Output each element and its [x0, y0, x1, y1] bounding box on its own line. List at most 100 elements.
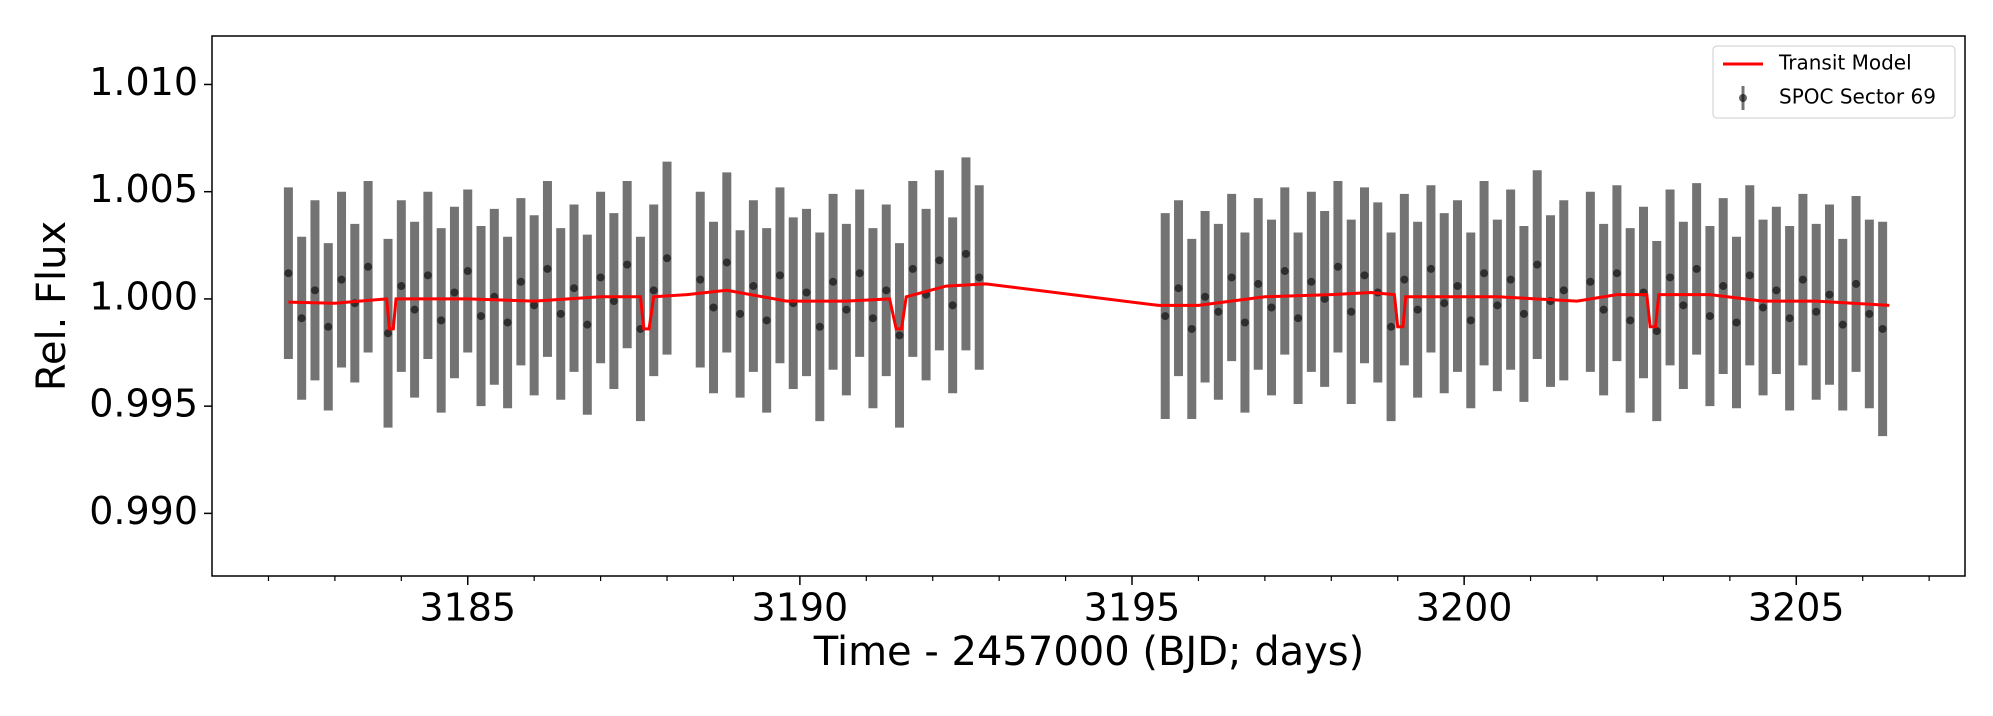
data-point — [556, 309, 565, 318]
data-point — [410, 305, 419, 314]
model-line — [288, 282, 1890, 331]
data-point — [1759, 303, 1768, 312]
data-point — [1732, 318, 1741, 327]
y-tick-label: 1.010 — [89, 60, 198, 104]
plot-frame — [211, 35, 1966, 577]
data-point — [1865, 309, 1874, 318]
data-point — [722, 258, 731, 267]
data-point — [1559, 286, 1568, 295]
data-point — [1453, 282, 1462, 291]
data-point — [1201, 292, 1210, 301]
data-point — [1838, 320, 1847, 329]
y-tick-label: 0.995 — [89, 382, 198, 426]
data-point — [284, 269, 293, 278]
data-point — [1772, 286, 1781, 295]
x-tick-label: 3195 — [1084, 586, 1181, 630]
data-point — [709, 303, 718, 312]
data-point — [1214, 307, 1223, 316]
data-point — [1480, 269, 1489, 278]
data-point — [583, 320, 592, 329]
data-point — [663, 254, 672, 263]
data-point — [815, 322, 824, 331]
x-axis-label: Time - 2457000 (BJD; days) — [813, 629, 1364, 675]
data-point — [1599, 305, 1608, 314]
data-point — [1652, 327, 1661, 336]
data-point — [975, 273, 984, 282]
data-point — [1387, 322, 1396, 331]
data-point — [297, 314, 306, 323]
x-tick-label: 3200 — [1416, 586, 1513, 630]
data-point — [1825, 290, 1834, 299]
legend-swatch — [1739, 94, 1747, 102]
data-point — [1400, 275, 1409, 284]
legend-box — [1712, 45, 1956, 119]
data-point — [868, 314, 877, 323]
data-point — [948, 301, 957, 310]
data-point — [1812, 307, 1821, 316]
data-point — [1440, 299, 1449, 308]
data-point — [337, 275, 346, 284]
data-point — [1174, 284, 1183, 293]
data-point — [623, 260, 632, 269]
data-point — [1798, 275, 1807, 284]
data-point — [908, 264, 917, 273]
data-point — [736, 309, 745, 318]
legend-label: SPOC Sector 69 — [1779, 85, 1936, 109]
data-point — [1533, 260, 1542, 269]
data-point — [530, 301, 539, 310]
data-point — [1852, 279, 1861, 288]
data-point — [1745, 271, 1754, 280]
data-point — [1719, 282, 1728, 291]
data-point — [895, 331, 904, 340]
y-tick-label: 1.005 — [89, 167, 198, 211]
data-point — [1506, 275, 1515, 284]
y-tick-label: 0.990 — [89, 489, 198, 533]
y-axis-label: Rel. Flux — [29, 221, 75, 391]
data-point — [1413, 305, 1422, 314]
data-point — [437, 316, 446, 325]
data-point — [1161, 312, 1170, 321]
data-point — [1294, 314, 1303, 323]
data-point — [762, 316, 771, 325]
data-point — [324, 322, 333, 331]
data-point — [1320, 294, 1329, 303]
data-point — [696, 275, 705, 284]
data-point — [423, 271, 432, 280]
x-tick-label: 3185 — [419, 586, 516, 630]
data-point — [1519, 309, 1528, 318]
data-point — [1267, 303, 1276, 312]
data-point — [1466, 316, 1475, 325]
data-point — [1586, 277, 1595, 286]
data-point — [1280, 267, 1289, 276]
data-point — [609, 297, 618, 306]
data-point — [310, 286, 319, 295]
x-tick-label: 3205 — [1748, 586, 1845, 630]
x-tick-label: 3190 — [752, 586, 849, 630]
data-point — [1493, 301, 1502, 310]
data-point — [961, 249, 970, 258]
data-point — [882, 286, 891, 295]
data-point — [1612, 269, 1621, 278]
data-point — [842, 305, 851, 314]
data-point — [1878, 324, 1887, 333]
data-point — [364, 262, 373, 271]
data-point — [1426, 264, 1435, 273]
data-point — [1227, 273, 1236, 282]
data-point — [477, 312, 486, 321]
data-point — [1187, 324, 1196, 333]
data-point — [1705, 312, 1714, 321]
data-point — [1666, 273, 1675, 282]
data-point — [1254, 279, 1263, 288]
data-point — [570, 284, 579, 293]
y-tick-label: 1.000 — [89, 274, 198, 318]
data-point — [1307, 277, 1316, 286]
data-point — [516, 277, 525, 286]
data-point — [1360, 271, 1369, 280]
data-point — [1626, 316, 1635, 325]
data-point — [775, 271, 784, 280]
data-point — [1240, 318, 1249, 327]
data-point — [829, 277, 838, 286]
data-point — [1347, 307, 1356, 316]
data-point — [463, 267, 472, 276]
